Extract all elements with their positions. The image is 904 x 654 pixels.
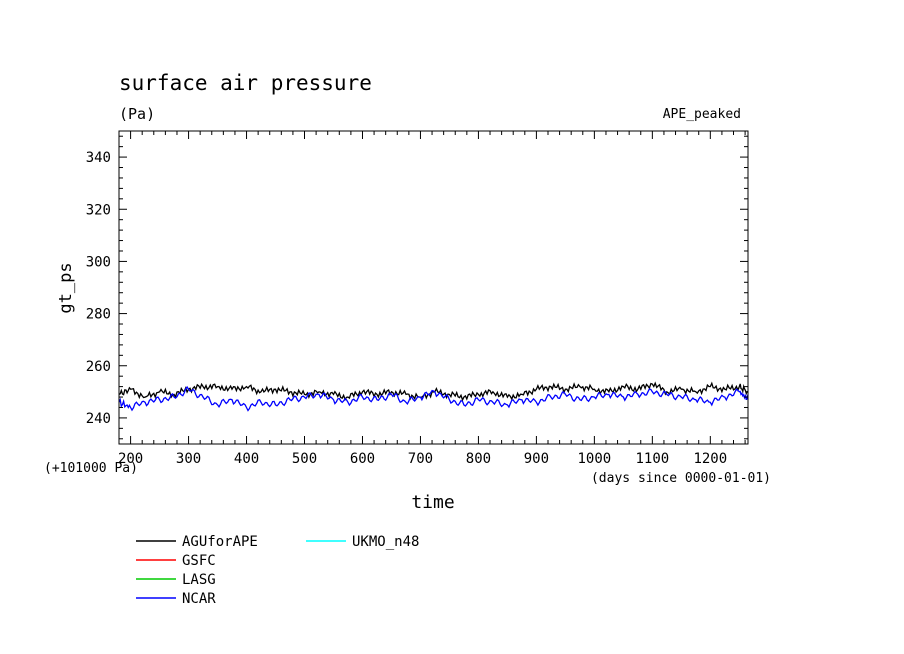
legend-label-lasg: LASG — [182, 572, 216, 588]
series-line-ncar — [118, 385, 749, 412]
plot-frame — [118, 130, 749, 445]
experiment-label: APE_peaked — [663, 107, 741, 122]
x-axis-label: time — [411, 492, 454, 513]
x-tick-label: 500 — [292, 451, 317, 467]
legend: AGUforAPE GSFC LASG NCAR UKMO_n48 — [136, 534, 419, 607]
chart-units: (Pa) — [119, 105, 155, 123]
y-tick-label: 280 — [86, 307, 111, 323]
x-tick-label: 300 — [176, 451, 201, 467]
x-tick-label: 900 — [524, 451, 549, 467]
x-tick-label: 1100 — [635, 451, 669, 467]
y-tick-label: 320 — [86, 202, 111, 218]
x-axis-units: (days since 0000-01-01) — [591, 471, 771, 486]
y-axis-label: gt_ps — [56, 262, 76, 313]
x-tick-label: 700 — [408, 451, 433, 467]
x-tick-label: 200 — [118, 451, 143, 467]
x-tick-label: 1000 — [578, 451, 612, 467]
legend-label-ncar: NCAR — [182, 591, 216, 607]
legend-label-ukmo-n48: UKMO_n48 — [352, 534, 419, 550]
y-offset-label: (+101000 Pa) — [44, 461, 138, 476]
x-tick-labels: 200 300 400 500 600 700 800 900 1000 1100 1200 — [118, 451, 727, 467]
y-tick-label: 260 — [86, 359, 111, 375]
y-tick-label: 300 — [86, 254, 111, 270]
chart-title: surface air pressure — [119, 71, 372, 95]
ticks-layer — [118, 131, 748, 444]
y-tick-label: 340 — [86, 150, 111, 166]
y-tick-label: 240 — [86, 411, 111, 427]
x-tick-label: 600 — [350, 451, 375, 467]
x-tick-label: 1200 — [693, 451, 727, 467]
x-tick-label: 800 — [466, 451, 491, 467]
legend-label-aguforape: AGUforAPE — [182, 534, 258, 550]
legend-label-gsfc: GSFC — [182, 553, 216, 569]
series-layer — [118, 381, 749, 412]
x-tick-label: 400 — [234, 451, 259, 467]
y-tick-labels: 240 260 280 300 320 340 — [86, 150, 111, 427]
